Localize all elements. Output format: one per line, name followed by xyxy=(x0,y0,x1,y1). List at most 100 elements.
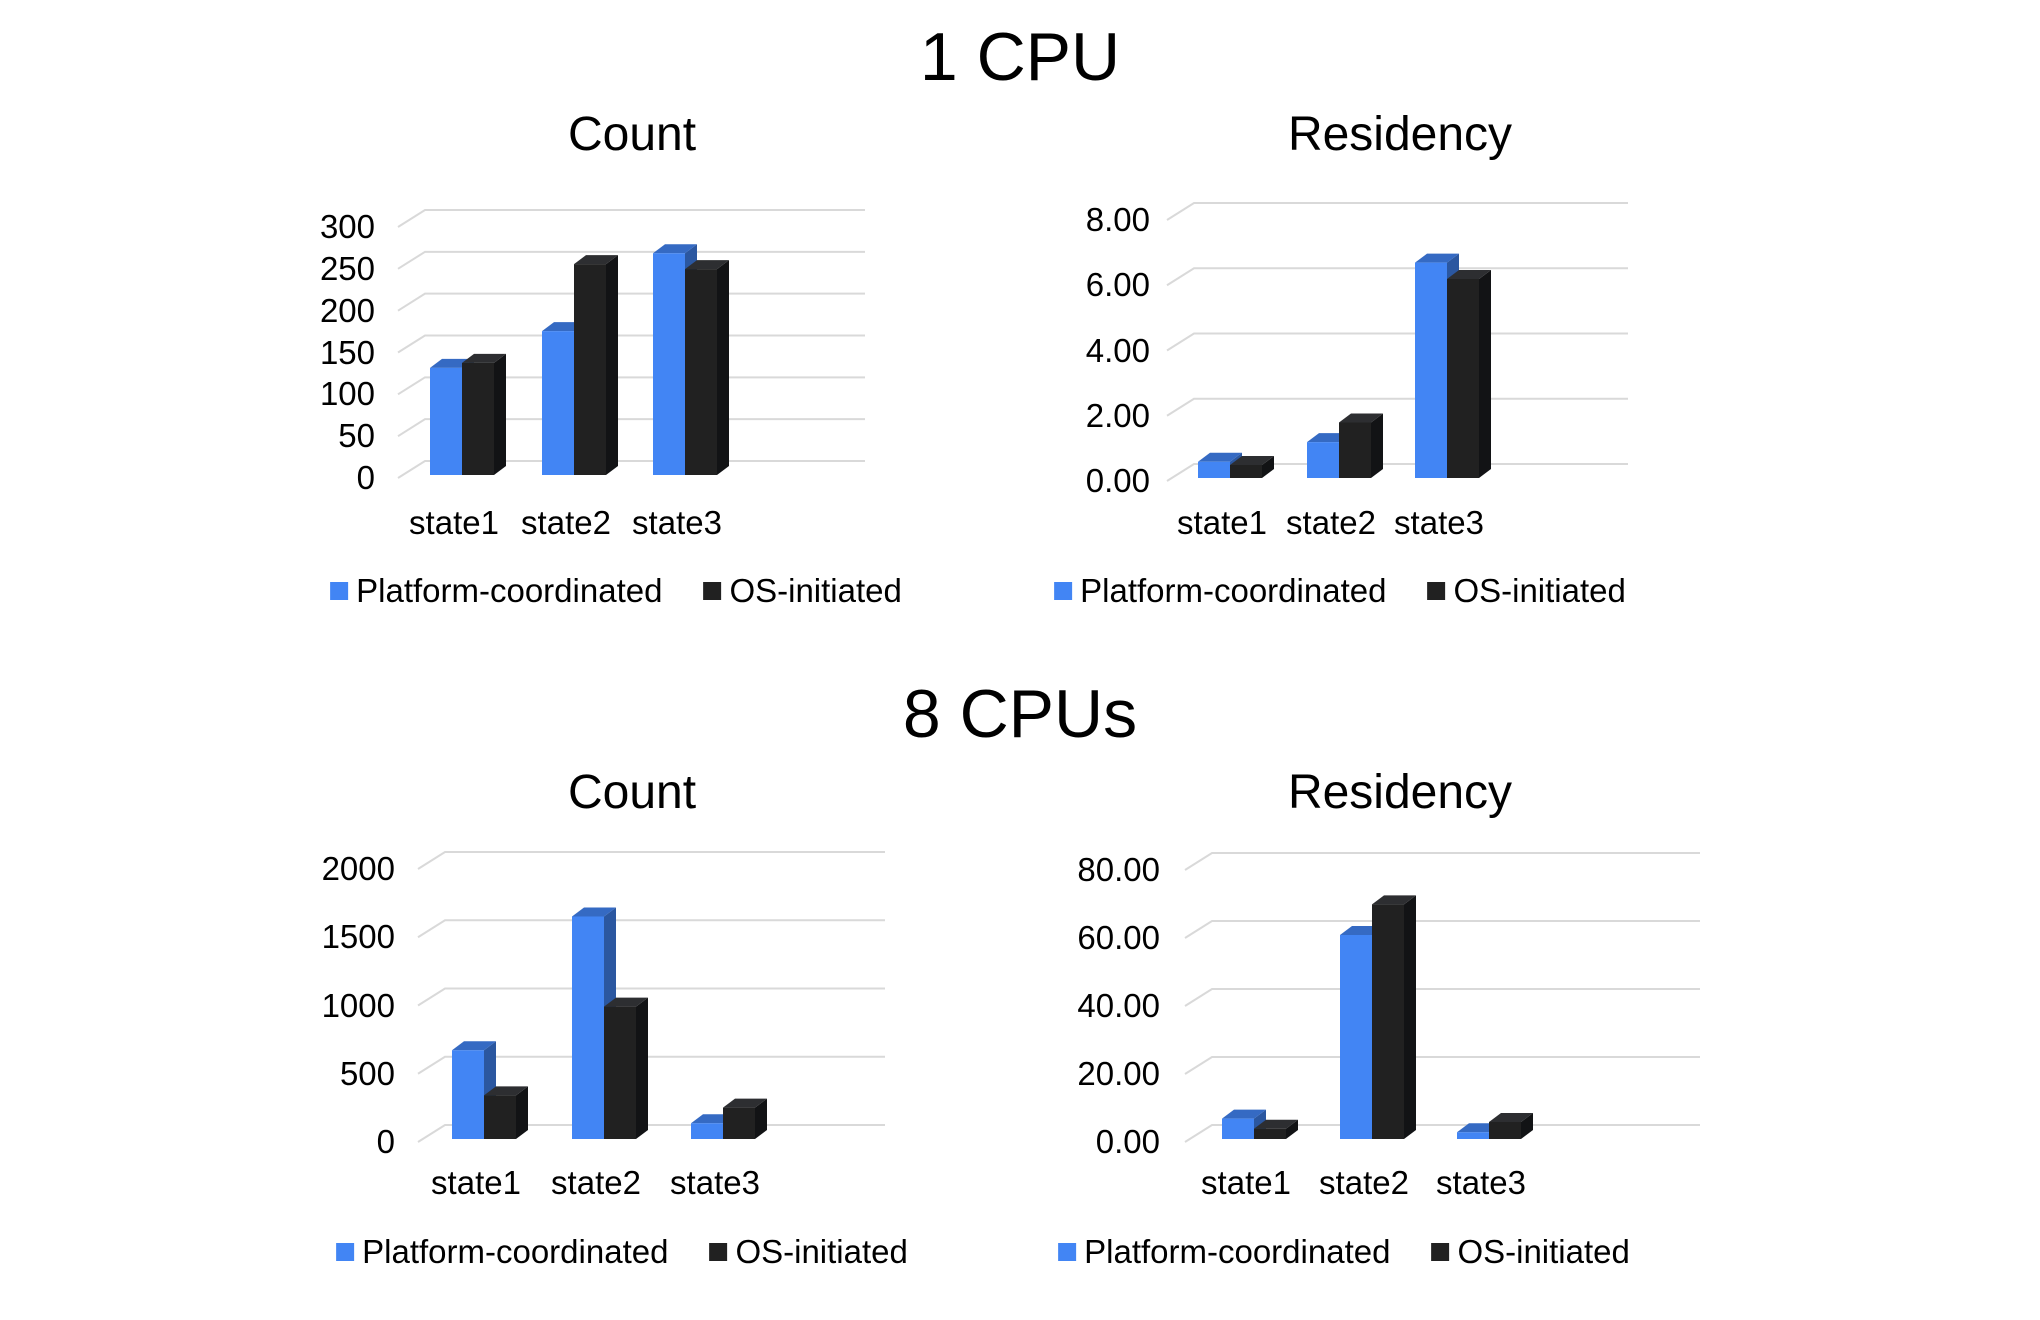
chart-title: Residency xyxy=(1287,108,1513,161)
y-tick-label: 40.00 xyxy=(1077,987,1160,1024)
bar-platform-cpu8-count-state1-top xyxy=(452,1041,496,1051)
legend-swatch-os xyxy=(1431,1243,1450,1261)
legend-swatch-os xyxy=(703,582,722,600)
x-category-label: state1 xyxy=(431,1164,521,1201)
gridline-cpu1-residency xyxy=(1166,332,1628,352)
gridline-cpu8-count xyxy=(417,1055,885,1075)
legend-label-platform: Platform-coordinated xyxy=(1080,572,1387,609)
bar-platform-cpu1-count-state2-side xyxy=(574,322,586,475)
bar-os-cpu1-count-state3-front xyxy=(685,269,717,475)
bar-platform-cpu8-count-state3-top xyxy=(691,1114,735,1124)
gridline-cpu1-count xyxy=(397,292,865,312)
group-title-1cpu: 1 CPU xyxy=(919,19,1121,95)
legend-swatch-platform xyxy=(1058,1243,1077,1261)
bar-os-cpu1-count-state2-top xyxy=(574,255,618,265)
bar-platform-cpu1-count-state1-side xyxy=(462,358,474,475)
legend-item-platform: Platform-coordinated xyxy=(336,1232,668,1272)
gridline-cpu8-count xyxy=(417,987,885,1007)
bar-platform-cpu1-count-state3-front xyxy=(653,253,685,475)
gridline-cpu1-count xyxy=(397,418,865,438)
y-tick-label: 60.00 xyxy=(1077,919,1160,956)
gridline-cpu1-residency xyxy=(1166,397,1628,417)
bar-platform-cpu1-residency-state3-front xyxy=(1415,262,1447,478)
legend-swatch-os xyxy=(709,1243,728,1261)
legend-item-os: OS-initiated xyxy=(703,571,902,611)
bar-os-cpu1-count-state3-side xyxy=(717,260,729,475)
bar-platform-cpu1-count-state3-top xyxy=(653,244,697,254)
gridline-cpu1-count xyxy=(397,209,865,228)
bar-os-cpu8-count-state1-side xyxy=(516,1086,528,1139)
y-tick-label: 4.00 xyxy=(1085,331,1150,369)
bar-os-cpu1-count-state2-front xyxy=(574,264,606,475)
chart-title: Count xyxy=(567,108,697,161)
bar-os-cpu1-residency-state2-front xyxy=(1339,422,1371,478)
legend: Platform-coordinated OS-initiated xyxy=(336,1232,908,1272)
legend-item-os: OS-initiated xyxy=(1427,571,1626,611)
bar-platform-cpu8-count-state3-side xyxy=(723,1114,735,1139)
group-title-8cpus: 8 CPUs xyxy=(902,676,1138,752)
bar-platform-cpu1-residency-state3-top xyxy=(1415,253,1459,263)
y-tick-label: 300 xyxy=(319,208,375,245)
y-tick-label: 200 xyxy=(319,291,375,329)
bar-os-cpu1-residency-state1-top xyxy=(1230,455,1274,465)
bar-os-cpu1-residency-state2-side xyxy=(1371,413,1383,478)
legend-swatch-os xyxy=(1427,582,1446,600)
y-tick-label: 250 xyxy=(319,249,375,287)
bar-os-cpu8-residency-state3-side xyxy=(1521,1113,1533,1139)
chart-title: Count xyxy=(567,766,697,819)
gridline-cpu8-residency xyxy=(1184,920,1700,939)
x-category-label: state3 xyxy=(632,504,722,541)
y-tick-label: 150 xyxy=(319,333,375,371)
x-category-label: state1 xyxy=(1201,1164,1291,1201)
x-category-label: state3 xyxy=(1394,504,1484,541)
legend-label-os: OS-initiated xyxy=(735,1233,908,1270)
y-tick-label: 1500 xyxy=(321,918,395,956)
bar-platform-cpu1-count-state1-front xyxy=(430,367,462,475)
x-category-label: state2 xyxy=(551,1164,641,1201)
bar-platform-cpu1-residency-state1-front xyxy=(1198,461,1230,478)
bar-os-cpu8-count-state2-top xyxy=(604,997,648,1007)
gridline-cpu1-count xyxy=(397,376,865,396)
bar-platform-cpu8-residency-state2-top xyxy=(1340,926,1384,935)
legend-item-os: OS-initiated xyxy=(1431,1232,1630,1272)
bar-os-cpu8-residency-state2-side xyxy=(1404,895,1416,1139)
y-tick-label: 0.00 xyxy=(1095,1123,1160,1160)
legend-swatch-platform xyxy=(1054,582,1073,600)
y-tick-label: 0 xyxy=(376,1123,395,1160)
bar-platform-cpu8-residency-state2-side xyxy=(1372,926,1384,1139)
gridline-cpu1-count xyxy=(397,334,865,354)
x-category-label: state3 xyxy=(670,1164,760,1201)
chart-title: Residency xyxy=(1287,766,1513,819)
bar-os-cpu8-count-state3-front xyxy=(723,1107,755,1139)
y-tick-label: 2.00 xyxy=(1085,396,1150,434)
gridline-cpu1-residency xyxy=(1166,202,1628,221)
y-tick-label: 20.00 xyxy=(1077,1055,1160,1092)
gridline-cpu1-residency xyxy=(1166,463,1628,482)
bar-platform-cpu1-count-state2-front xyxy=(542,331,574,475)
bar-platform-cpu1-residency-state2-top xyxy=(1307,433,1351,443)
bar-platform-cpu1-residency-state1-top xyxy=(1198,452,1242,462)
y-tick-label: 1000 xyxy=(321,986,395,1024)
legend-label-platform: Platform-coordinated xyxy=(1084,1233,1391,1270)
y-tick-label: 50 xyxy=(338,417,375,455)
bar-os-cpu8-count-state3-side xyxy=(755,1098,767,1139)
bar-platform-cpu1-count-state1-top xyxy=(430,358,474,368)
legend-swatch-platform xyxy=(330,582,349,600)
gridline-cpu1-residency xyxy=(1166,267,1628,287)
bar-os-cpu8-residency-state1-side xyxy=(1286,1119,1298,1139)
bar-os-cpu1-count-state1-side xyxy=(494,353,506,475)
bar-os-cpu8-count-state1-front xyxy=(484,1095,516,1139)
bar-os-cpu1-residency-state3-front xyxy=(1447,278,1479,478)
y-tick-label: 6.00 xyxy=(1085,266,1150,304)
bar-platform-cpu8-count-state2-side xyxy=(604,907,616,1139)
x-category-label: state1 xyxy=(1177,504,1267,541)
bar-os-cpu1-count-state1-front xyxy=(462,362,494,475)
x-category-label: state2 xyxy=(1286,504,1376,541)
bar-os-cpu1-residency-state2-top xyxy=(1339,413,1383,423)
x-category-label: state1 xyxy=(409,504,499,541)
y-tick-label: 8.00 xyxy=(1085,201,1150,238)
